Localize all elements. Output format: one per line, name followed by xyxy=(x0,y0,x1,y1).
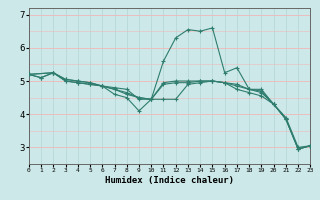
X-axis label: Humidex (Indice chaleur): Humidex (Indice chaleur) xyxy=(105,176,234,185)
